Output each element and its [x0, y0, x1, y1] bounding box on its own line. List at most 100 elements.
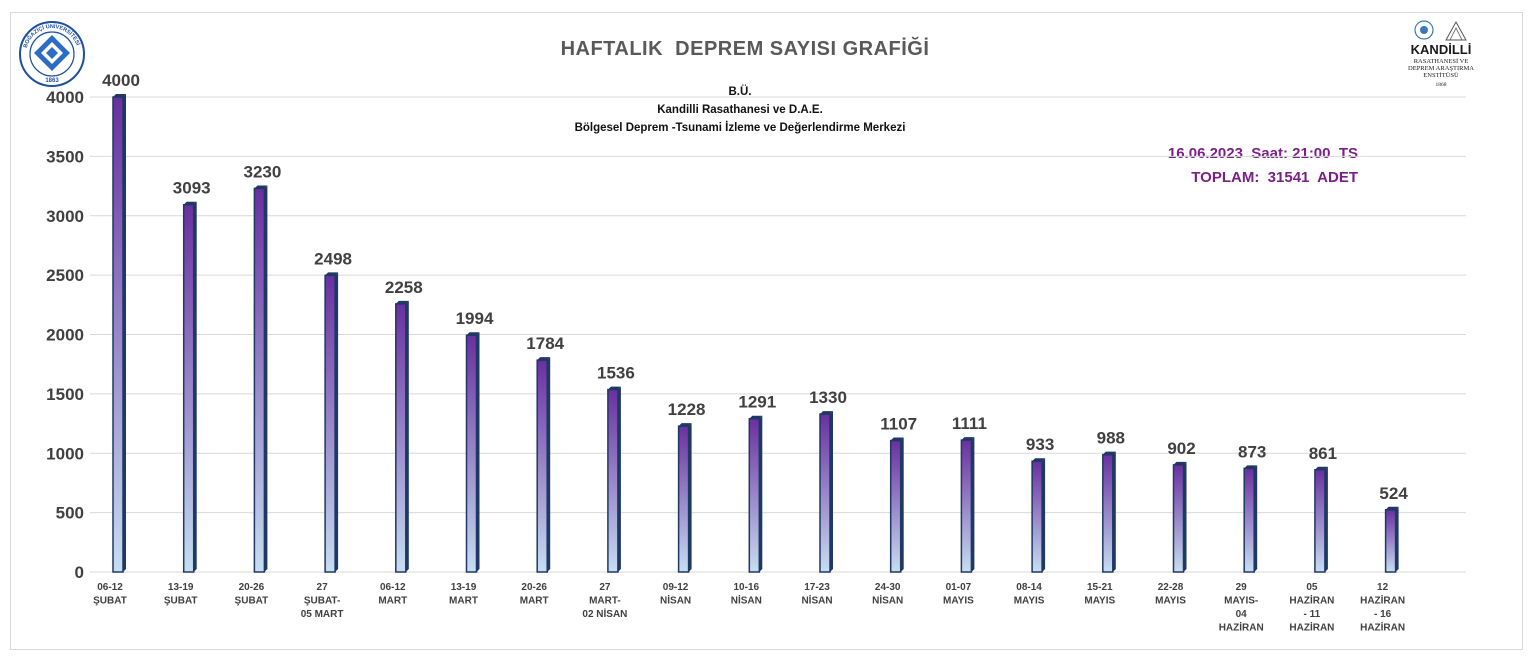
- x-tick-label: 09-12 NİSAN: [660, 582, 691, 607]
- kandilli-year: 1868: [1436, 82, 1447, 88]
- bar: [395, 300, 409, 573]
- x-tick-label: 29 MAYIS-04 HAZİRAN: [1219, 582, 1264, 634]
- x-tick-label: 27 ŞUBAT-05 MART: [301, 582, 344, 620]
- value-label: 873: [1238, 442, 1266, 461]
- bar-top: [183, 201, 197, 205]
- bar-front: [112, 96, 124, 573]
- value-label: 1994: [456, 309, 494, 328]
- x-tick-label: 22-28 MAYIS: [1155, 582, 1186, 607]
- y-tick-label: 0: [75, 563, 84, 582]
- bar: [253, 185, 268, 573]
- bar-top: [466, 332, 480, 336]
- x-tick-label: 08-14 MAYIS: [1014, 582, 1045, 607]
- value-label: 933: [1026, 435, 1054, 454]
- y-tick-label: 2500: [46, 266, 84, 285]
- value-label: 1228: [668, 400, 706, 419]
- value-labels: 4000 3093 3230 2498 2258 1994 1784 1536 1228 1291…: [102, 71, 1408, 503]
- bar-front: [819, 413, 831, 573]
- bars: [112, 94, 1399, 573]
- subtitle-line-3: Bölgesel Deprem -Tsunami İzleme ve Değer…: [574, 122, 906, 134]
- bar: [536, 357, 551, 573]
- bar-front: [536, 359, 548, 573]
- value-label: 3093: [173, 179, 211, 198]
- x-tick-label: 20-26 MART: [520, 582, 549, 607]
- bar-top: [537, 357, 551, 361]
- x-axis-labels: 06-12 ŞUBAT 13-19 ŞUBAT 20-26 ŞUBAT 27 ŞUBAT-05…: [93, 582, 1405, 634]
- bar-front: [677, 425, 690, 573]
- bar: [465, 332, 480, 573]
- x-tick-label: 13-19 ŞUBAT: [164, 582, 198, 607]
- bar: [1031, 458, 1046, 573]
- y-tick-label: 2000: [46, 326, 84, 345]
- bar: [1314, 466, 1328, 573]
- kandilli-line4: ENSTİTÜSÜ: [1423, 72, 1459, 79]
- bar-front: [1314, 469, 1326, 573]
- kandilli-line3: DEPREM ARAŞTIRMA: [1408, 65, 1474, 72]
- value-label: 4000: [102, 71, 140, 90]
- bar: [677, 423, 692, 573]
- x-tick-label: 27 MART-02 NİSAN: [582, 582, 627, 620]
- bar: [1102, 451, 1116, 573]
- bar-front: [1031, 460, 1043, 573]
- subtitle-line-2: Kandilli Rasathanesi ve D.A.E.: [657, 104, 823, 116]
- value-label: 524: [1379, 484, 1408, 503]
- kandilli-logo: KANDİLLİ RASATHANESİ VE DEPREM ARAŞTIRMA…: [1408, 20, 1474, 88]
- bar: [960, 437, 975, 573]
- x-tick-label: 24-30 NİSAN: [872, 582, 903, 607]
- bar-front: [253, 187, 266, 573]
- x-tick-label: 12 HAZİRAN - 16 HAZİRAN: [1360, 582, 1405, 634]
- value-label: 1291: [738, 393, 776, 412]
- value-label: 1330: [809, 388, 847, 407]
- bar-front: [1102, 453, 1114, 573]
- value-label: 861: [1309, 444, 1337, 463]
- bar-front: [1243, 467, 1255, 573]
- x-tick-label: 17-23 NİSAN: [801, 582, 832, 607]
- value-label: 1111: [952, 414, 987, 433]
- value-label: 3230: [243, 162, 281, 181]
- value-label: 1107: [880, 415, 917, 434]
- value-label: 1784: [526, 334, 564, 353]
- x-tick-label: 10-16 NİSAN: [731, 582, 762, 607]
- x-tick-label: 05 HAZİRAN - 11 HAZİRAN: [1289, 582, 1334, 634]
- bar: [324, 272, 339, 573]
- bar-top: [1173, 461, 1187, 465]
- bu-year: 1863: [45, 78, 59, 84]
- value-label: 1536: [597, 364, 635, 383]
- subtitle-line-1: B.Ü.: [728, 86, 752, 98]
- bar-front: [395, 303, 407, 573]
- x-tick-label: 01-07 MAYIS: [943, 582, 974, 607]
- bar-front: [607, 388, 619, 573]
- bar: [1243, 465, 1258, 573]
- bar-front: [960, 439, 973, 573]
- bar: [182, 201, 197, 573]
- y-tick-label: 1500: [46, 385, 84, 404]
- x-tick-label: 06-12 MART: [378, 582, 407, 607]
- bar: [748, 415, 763, 573]
- x-tick-label: 06-12 ŞUBAT: [93, 582, 127, 607]
- bar: [607, 386, 621, 573]
- kandilli-name: KANDİLLİ: [1411, 42, 1472, 57]
- date-time-label: 16.06.2023 Saat: 21:00 TS: [1167, 145, 1358, 162]
- bar-front: [324, 274, 336, 573]
- y-axis-ticks: 0 500 1000 1500 2000 2500 3000 3500 4000: [46, 88, 84, 582]
- bar: [1172, 461, 1187, 573]
- y-tick-label: 500: [56, 504, 84, 523]
- x-tick-label: 20-26 ŞUBAT: [235, 582, 269, 607]
- bar: [819, 411, 833, 573]
- value-label: 902: [1167, 439, 1195, 458]
- bogazici-university-logo: BOĞAZİÇİ ÜNİVERSİTESİ 1863: [19, 21, 85, 87]
- bar-top: [678, 423, 692, 427]
- bar: [889, 437, 904, 573]
- total-count-label: TOPLAM: 31541 ADET: [1191, 169, 1358, 186]
- value-label: 2498: [314, 249, 352, 268]
- value-label: 988: [1097, 429, 1125, 448]
- bar-front: [1172, 464, 1185, 573]
- bar-front: [889, 439, 902, 573]
- y-tick-label: 3000: [46, 207, 84, 226]
- bar: [112, 94, 126, 573]
- bar-front: [748, 417, 761, 573]
- bar-top: [1385, 506, 1399, 510]
- bar-front: [182, 203, 195, 573]
- value-label: 2258: [385, 278, 423, 297]
